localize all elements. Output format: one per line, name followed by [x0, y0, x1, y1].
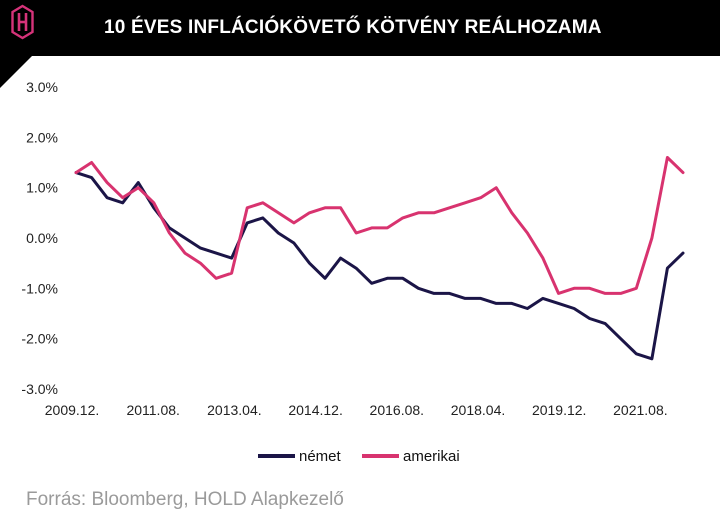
x-tick-label: 2016.08.	[370, 402, 425, 418]
x-tick-label: 2013.04.	[207, 402, 262, 418]
hold-logo-icon	[11, 4, 34, 40]
source-note: Forrás: Bloomberg, HOLD Alapkezelő	[26, 489, 344, 510]
y-tick-label: -2.0%	[21, 331, 58, 347]
x-tick-label: 2009.12.	[45, 402, 100, 418]
x-axis-ticks: 2009.12. 2011.08. 2013.04. 2014.12. 2016.08.…	[45, 402, 668, 418]
header-bar: 10 ÉVES INFLÁCIÓKÖVETŐ KÖTVÉNY REÁLHOZAM…	[0, 0, 720, 56]
y-tick-label: -1.0%	[21, 280, 58, 296]
series-line-nemet	[74, 171, 685, 361]
logo	[0, 0, 100, 100]
legend-label: német	[299, 448, 342, 465]
series-line-amerikai	[74, 156, 685, 295]
x-tick-label: 2019.12.	[532, 402, 587, 418]
x-tick-label: 2011.08.	[126, 402, 179, 418]
x-tick-label: 2021.08.	[613, 402, 668, 418]
series-lines	[74, 156, 685, 361]
y-tick-label: 1.0%	[26, 180, 58, 196]
legend-label: amerikai	[403, 448, 460, 465]
line-chart: 3.0% 2.0% 1.0% 0.0% -1.0% -2.0% -3.0% 2009.12.…	[21, 79, 685, 465]
x-tick-label: 2018.04.	[451, 402, 506, 418]
x-tick-label: 2014.12.	[288, 402, 343, 418]
legend: német amerikai	[258, 448, 460, 465]
y-tick-label: 2.0%	[26, 129, 58, 145]
y-tick-label: 3.0%	[26, 79, 58, 95]
chart-title: 10 ÉVES INFLÁCIÓKÖVETŐ KÖTVÉNY REÁLHOZAM…	[104, 17, 602, 38]
y-tick-label: 0.0%	[26, 230, 58, 246]
y-tick-label: -3.0%	[21, 381, 58, 397]
y-axis-ticks: 3.0% 2.0% 1.0% 0.0% -1.0% -2.0% -3.0%	[21, 79, 58, 397]
